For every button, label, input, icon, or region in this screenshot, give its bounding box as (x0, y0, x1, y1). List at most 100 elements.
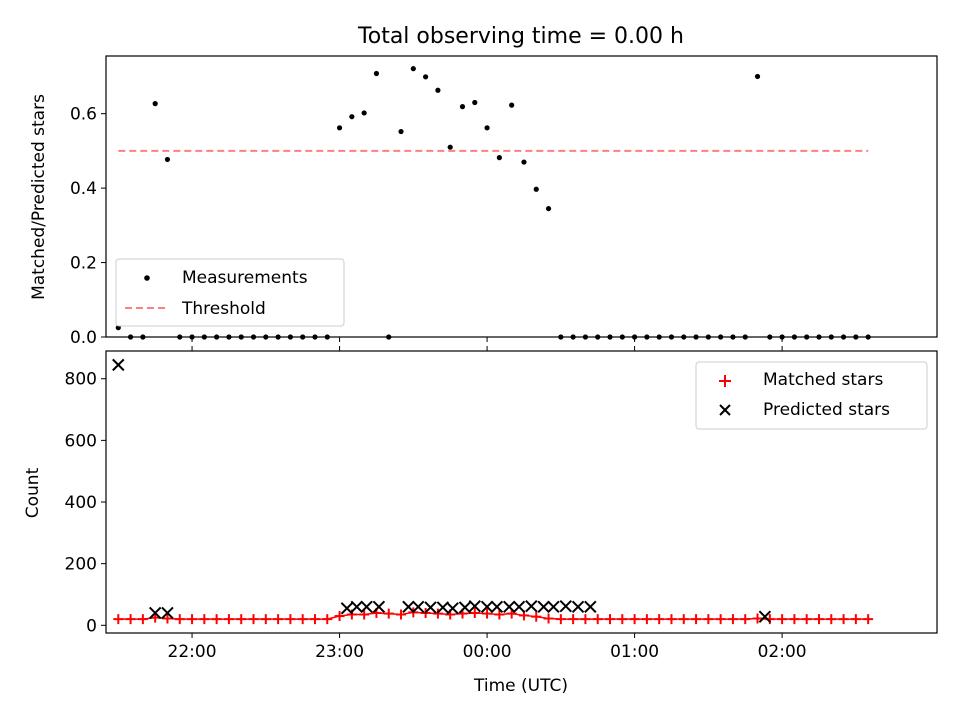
matched-stars-point (850, 614, 861, 625)
legend-swatch-matched-stars (719, 375, 731, 387)
matched-stars-point (703, 614, 714, 625)
matched-stars-point (727, 614, 738, 625)
matched-stars-point (137, 614, 148, 625)
matched-stars-point (568, 614, 579, 625)
top-legend-box (115, 258, 345, 327)
predicted-stars-point (458, 601, 472, 614)
matched-stars-point (629, 614, 640, 625)
measurements-point (336, 125, 343, 131)
matched-stars-point (641, 614, 652, 625)
matched-stars-point (580, 614, 591, 625)
matched-stars-point (752, 613, 763, 624)
matched-stars-point (285, 614, 296, 625)
predicted-stars-point (502, 600, 516, 614)
x-axis-label: Time (UTC) (473, 676, 568, 696)
measurements-point (349, 114, 355, 120)
matched-stars-point (555, 614, 566, 625)
predicted-stars-point (547, 600, 560, 614)
top-panel: 0.0 0.2 0.4 0.6 Matched/Predicted stars Mea… (29, 55, 938, 348)
measurements-point (509, 102, 515, 108)
matched-stars-point (432, 608, 443, 619)
predicted-stars-point (559, 599, 572, 613)
matched-stars-point (359, 609, 370, 620)
x-tick-label: 23:00 (315, 642, 364, 662)
top-axis-ticks: 0.0 0.2 0.4 0.6 (70, 105, 783, 348)
bottom-axes-frame (105, 350, 938, 634)
measurements-point (459, 104, 466, 110)
top-axes-frame (105, 55, 938, 338)
predicted-stars-point (480, 600, 494, 614)
matched-stars-point (482, 608, 493, 619)
predicted-stars-point (571, 600, 585, 614)
predicted-stars-point (512, 600, 526, 614)
predicted-stars-point (112, 358, 125, 372)
predicted-stars-point (525, 599, 538, 613)
predicted-stars-point (446, 602, 459, 615)
measurements-point (435, 87, 441, 93)
matched-stars-point (469, 607, 480, 618)
x-tick-label: 01:00 (610, 642, 659, 662)
matched-stars-point (654, 614, 665, 625)
predicted-stars-point (436, 601, 450, 614)
predicted-stars-point (468, 599, 481, 613)
matched-stars-point (334, 611, 345, 622)
matched-stars-point (592, 614, 603, 625)
bottom-y-tick-label: 400 (65, 493, 97, 513)
matched-stars-point (715, 614, 726, 625)
predicted-stars-point (584, 600, 597, 614)
predicted-stars-point (372, 600, 386, 614)
measurements-point (533, 186, 539, 192)
bottom-y-tick-label: 600 (65, 431, 97, 451)
matched-stars-point (777, 614, 788, 625)
matched-stars-point (678, 614, 689, 625)
matched-stars-point (125, 614, 136, 625)
measurements-point (361, 110, 367, 116)
matched-stars-point (543, 613, 554, 624)
measurements-point (398, 128, 404, 135)
predicted-stars-point (412, 600, 425, 614)
matched-stars-point (740, 614, 751, 625)
matched-stars-point (838, 614, 849, 625)
matched-stars-point (211, 614, 222, 625)
matched-stars-point (826, 614, 837, 625)
measurements-point (484, 125, 490, 131)
bottom-axis-ticks: 22:00 23:00 00:00 01:00 02:00 0 200 400 600 800 (65, 346, 807, 662)
legend-swatch-predicted-stars (719, 404, 731, 416)
legend-label-measurements: Measurements (182, 268, 308, 288)
measurements-point (447, 144, 453, 150)
predicted-stars-point (360, 600, 373, 614)
legend-label-predicted-stars: Predicted stars (763, 400, 890, 420)
measurements-point (164, 156, 171, 163)
matched-stars-point (297, 614, 308, 625)
predicted-stars-point (402, 600, 415, 614)
matched-stars-point (605, 614, 616, 625)
matched-stars-point (531, 611, 542, 622)
matched-stars-point (248, 614, 259, 625)
predicted-stars-point (340, 602, 354, 615)
matched-stars-point (494, 609, 505, 620)
matched-stars-point (789, 614, 800, 625)
bottom-legend-box (695, 361, 928, 430)
predicted-stars-point (758, 610, 772, 623)
matched-stars-point (322, 614, 333, 625)
matched-stars-point (162, 613, 173, 624)
matched-stars-point (396, 609, 407, 620)
measurements-point (754, 73, 761, 80)
legend-label-matched-stars: Matched stars (763, 370, 883, 390)
matched-stars-point (691, 614, 702, 625)
measurements-point (545, 205, 552, 212)
predicted-stars-point (490, 600, 504, 614)
bottom-y-tick-label: 800 (65, 370, 97, 390)
top-y-tick-label: 0.2 (70, 254, 97, 274)
matched-stars-point (666, 614, 677, 625)
measurements-point (521, 159, 527, 165)
predicted-stars-point (148, 606, 162, 620)
measurements-point (472, 99, 478, 106)
predicted-stars-point (424, 601, 437, 614)
matched-stars-point (617, 614, 628, 625)
bottom-y-axis-label: Count (23, 467, 43, 518)
measurements-point (152, 101, 158, 107)
matched-stars-point (113, 614, 124, 625)
predicted-stars-point (537, 600, 550, 614)
bottom-y-tick-label: 0 (86, 616, 97, 636)
